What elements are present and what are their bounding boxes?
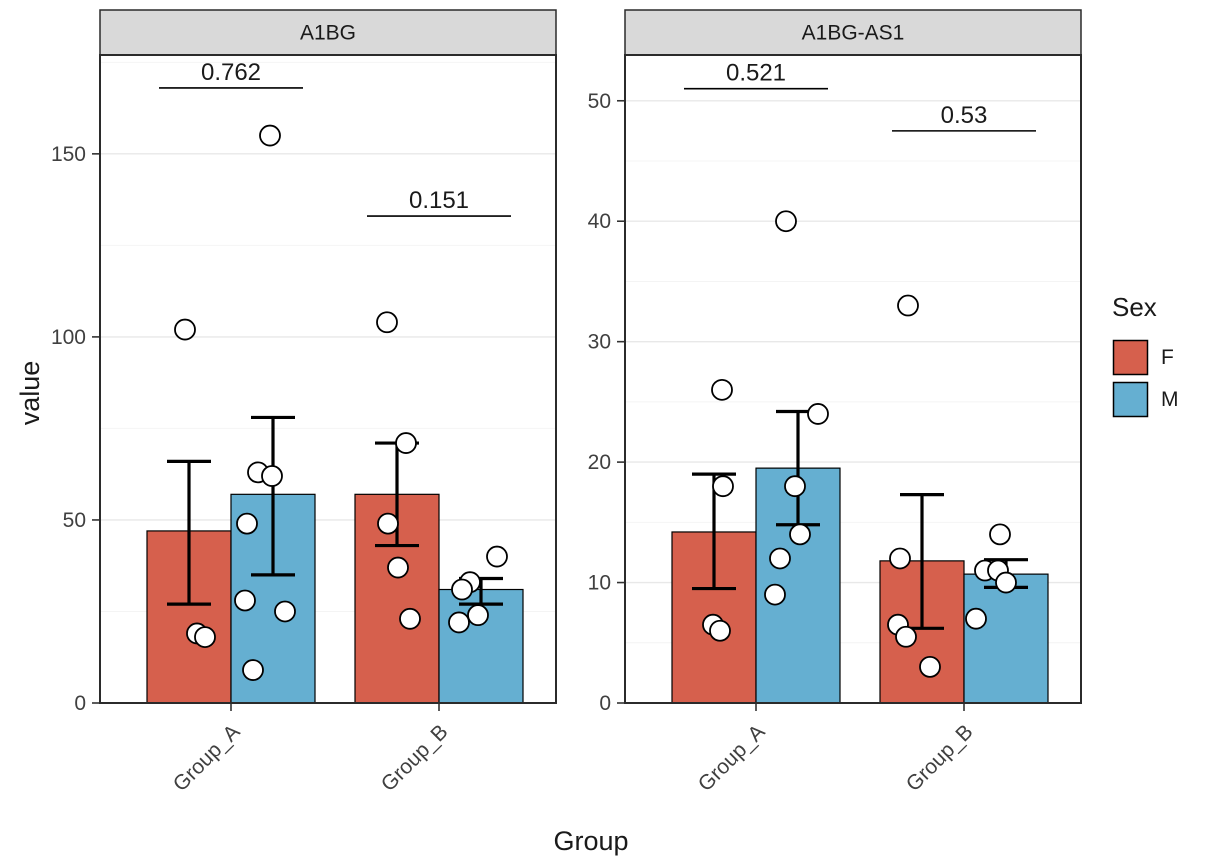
y-tick-label: 0 bbox=[599, 692, 611, 715]
y-tick-label: 100 bbox=[51, 326, 86, 349]
data-point bbox=[784, 475, 806, 498]
x-tick-label: Group_A bbox=[694, 720, 770, 796]
legend: Sex F M bbox=[1112, 292, 1179, 423]
data-point bbox=[711, 378, 733, 401]
data-point bbox=[448, 611, 470, 634]
bar-A1BG-AS1-Group_B-M bbox=[963, 573, 1049, 704]
data-point bbox=[769, 547, 791, 570]
y-tick-label: 20 bbox=[588, 451, 611, 474]
data-point bbox=[395, 432, 417, 454]
facet-strip bbox=[99, 9, 557, 56]
legend-item-m: M bbox=[1112, 381, 1179, 418]
panel-border bbox=[624, 54, 1082, 704]
facet-strip bbox=[624, 9, 1082, 56]
y-tick-label: 50 bbox=[588, 90, 611, 113]
data-point bbox=[709, 619, 731, 642]
data-point bbox=[486, 545, 508, 568]
data-point bbox=[261, 465, 283, 487]
data-point bbox=[259, 124, 281, 147]
data-point bbox=[989, 523, 1011, 546]
y-tick-label: 40 bbox=[588, 210, 611, 233]
data-point bbox=[274, 600, 296, 623]
y-axis-title: value bbox=[15, 360, 45, 426]
legend-label-f: F bbox=[1161, 345, 1174, 369]
data-point bbox=[451, 578, 473, 601]
data-point bbox=[236, 512, 258, 535]
data-point bbox=[919, 655, 941, 678]
data-point bbox=[897, 294, 919, 317]
facet-strip-label: A1BG-AS1 bbox=[802, 22, 905, 45]
panel-border bbox=[99, 54, 557, 704]
legend-swatch-f-icon bbox=[1112, 339, 1149, 376]
data-point bbox=[965, 607, 987, 630]
data-point bbox=[895, 625, 917, 648]
data-point bbox=[764, 583, 786, 606]
data-point bbox=[387, 556, 409, 579]
data-point bbox=[807, 403, 829, 425]
data-point bbox=[889, 547, 911, 570]
data-point bbox=[775, 210, 797, 233]
y-tick-label: 50 bbox=[63, 509, 86, 532]
data-point bbox=[789, 523, 811, 546]
y-tick-label: 30 bbox=[588, 331, 611, 354]
legend-swatch-m-icon bbox=[1112, 381, 1149, 418]
data-point bbox=[242, 659, 264, 681]
x-axis-title: Group bbox=[553, 826, 629, 856]
legend-title: Sex bbox=[1112, 292, 1157, 322]
legend-item-f: F bbox=[1112, 339, 1179, 376]
pvalue-label: 0.151 bbox=[409, 187, 469, 214]
facet-strip-label: A1BG bbox=[300, 22, 356, 45]
data-point bbox=[377, 512, 399, 535]
data-point bbox=[234, 589, 256, 612]
data-point bbox=[174, 318, 196, 341]
y-tick-label: 150 bbox=[51, 143, 86, 166]
legend-label-m: M bbox=[1161, 387, 1179, 411]
x-tick-label: Group_A bbox=[169, 720, 245, 796]
data-point bbox=[376, 311, 398, 334]
data-point bbox=[712, 475, 734, 498]
pvalue-label: 0.762 bbox=[201, 59, 261, 86]
data-point bbox=[194, 626, 216, 649]
y-tick-label: 0 bbox=[74, 692, 86, 715]
data-point bbox=[467, 604, 489, 627]
pvalue-label: 0.53 bbox=[941, 102, 988, 129]
x-tick-label: Group_B bbox=[377, 720, 453, 796]
data-point bbox=[399, 607, 421, 630]
data-point bbox=[995, 571, 1017, 594]
x-tick-label: Group_B bbox=[902, 720, 978, 796]
y-tick-label: 10 bbox=[588, 572, 611, 595]
pvalue-label: 0.521 bbox=[726, 60, 786, 87]
